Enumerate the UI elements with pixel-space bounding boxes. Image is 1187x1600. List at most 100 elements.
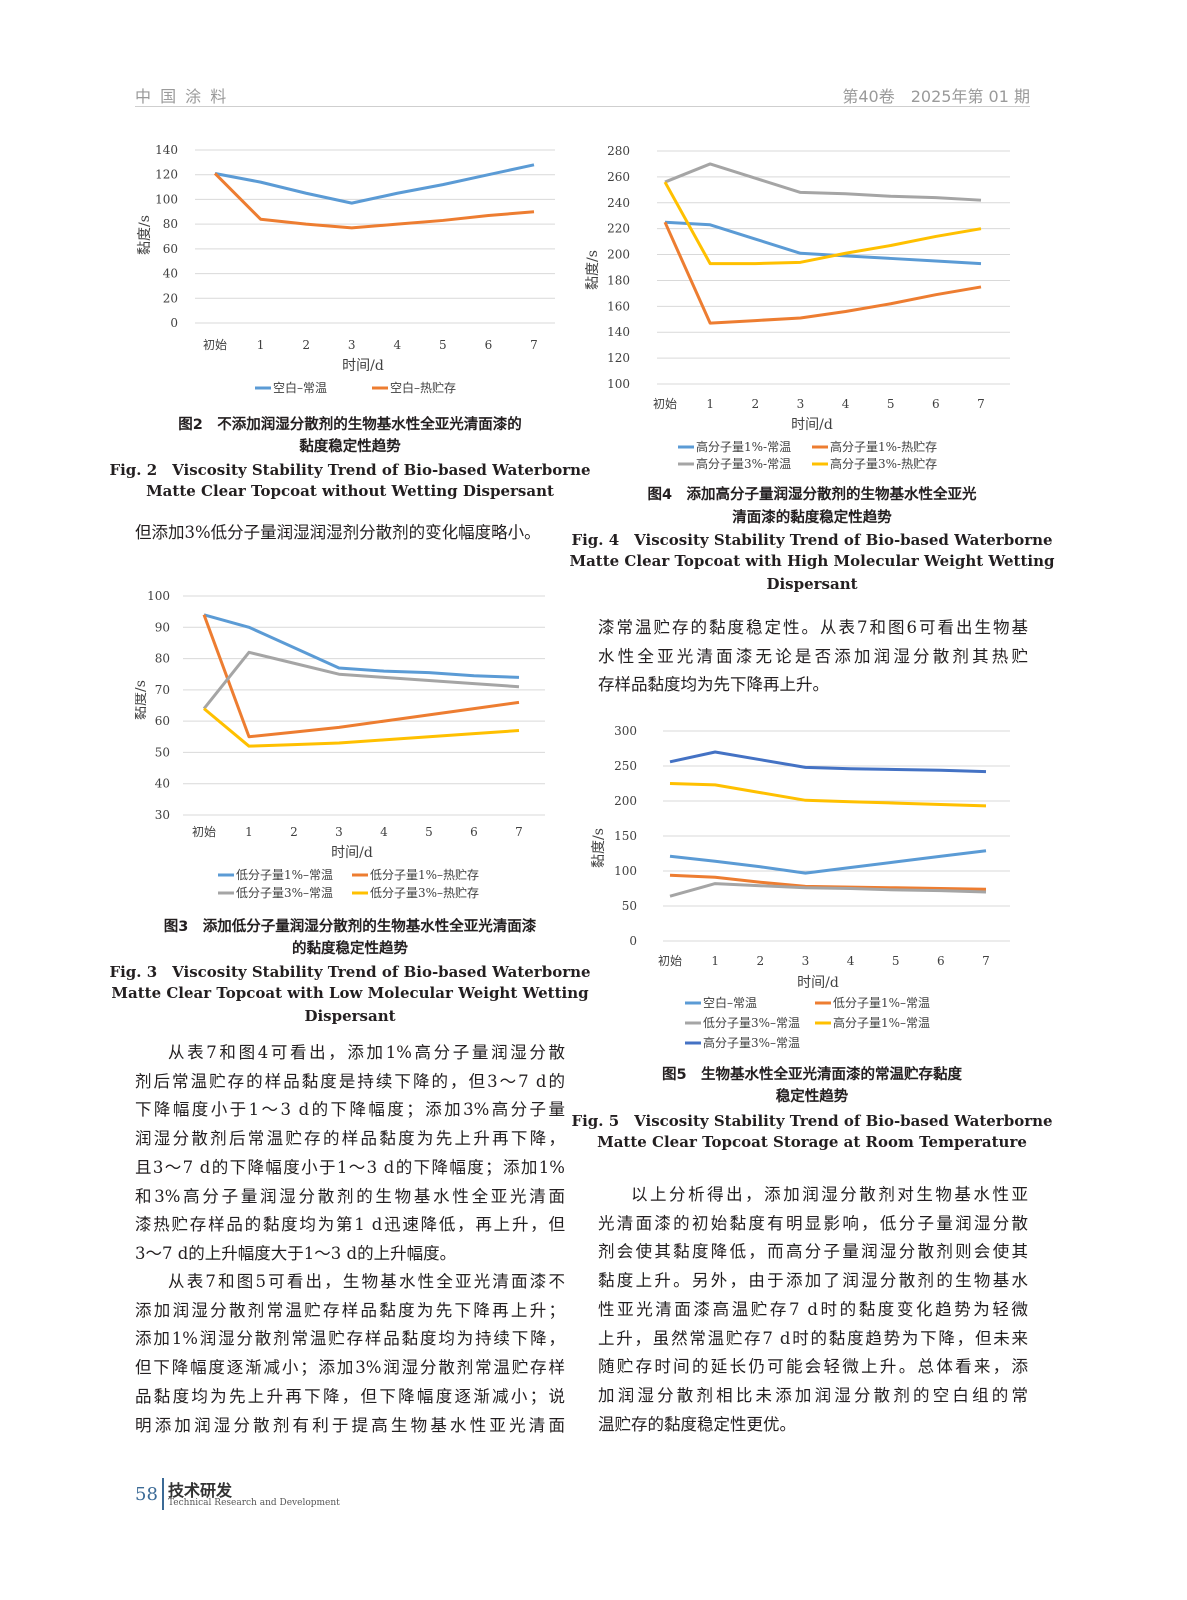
fig5-caption-line: 稳定性趋势 [775, 1089, 849, 1105]
y-tick-label: 70 [155, 683, 170, 697]
y-tick-label: 90 [155, 620, 170, 634]
y-tick-label: 200 [614, 794, 637, 808]
x-tick-label: 2 [290, 825, 298, 839]
text-line: 和3%高分子量润湿分散剂的生物基水性全亚光清面 [135, 1186, 565, 1206]
y-tick-label: 160 [607, 299, 630, 313]
legend-label: 高分子量1%–常温 [833, 1015, 930, 1030]
x-axis-label: 时间/d [342, 358, 384, 374]
text-line: 品黏度均为先上升再下降，但下降幅度逐渐减小；说 [135, 1386, 565, 1406]
x-tick-label: 5 [892, 954, 900, 968]
y-tick-label: 100 [607, 377, 630, 391]
y-tick-label: 250 [614, 759, 637, 773]
y-tick-label: 60 [163, 242, 178, 256]
y-tick-label: 0 [629, 934, 637, 948]
fig4-caption-line: Fig. 4 Viscosity Stability Trend of Bio-… [571, 531, 1053, 549]
fig3-chart: 30 40 50 60 70 80 90 100 初始 1 2 3 4 5 6 7 时间/d 黏度/s 低分子量1%… [135, 589, 545, 900]
legend-label: 高分子量3%-热贮存 [830, 456, 937, 471]
series-line [663, 181, 982, 266]
y-tick-label: 240 [607, 196, 630, 210]
x-tick-label: 4 [842, 397, 850, 411]
y-tick-label: 200 [607, 248, 630, 262]
x-tick-label: 5 [425, 825, 433, 839]
fig2-caption-line: 图2 不添加润湿分散剂的生物基水性全亚光清面漆的 [178, 417, 522, 433]
y-tick-label: 150 [614, 829, 637, 843]
x-tick-label: 1 [245, 825, 253, 839]
text-line: 光清面漆的初始黏度有明显影响，低分子量润湿分散 [598, 1213, 1028, 1233]
text-line: 添加1%润湿分散剂常温贮存样品黏度均为持续下降， [135, 1329, 565, 1349]
fig4-caption-line: 图4 添加高分子量润湿分散剂的生物基水性全亚光 [647, 487, 977, 503]
text-line: 润湿分散剂后常温贮存的样品黏度为先上升再下降， [135, 1129, 565, 1149]
y-tick-label: 140 [155, 143, 178, 157]
text-line: 明添加润湿分散剂有利于提高生物基水性亚光清面 [135, 1415, 565, 1435]
x-axis-label: 时间/d [797, 975, 839, 991]
series-line [664, 220, 982, 266]
fig4-caption-line: 清面漆的黏度稳定性趋势 [732, 510, 892, 526]
x-tick-label: 6 [470, 825, 478, 839]
fig3-caption-line: Matte Clear Topcoat with Low Molecular W… [111, 984, 589, 1002]
y-axis-label: 黏度/s [137, 215, 153, 255]
legend-label: 低分子量3%–常温 [703, 1016, 800, 1030]
legend-label: 高分子量3%-常温 [696, 456, 791, 471]
fig3-caption-line: Fig. 3 Viscosity Stability Trend of Bio-… [109, 963, 591, 981]
x-tick-label: 3 [797, 397, 805, 411]
x-tick-label: 4 [393, 338, 401, 352]
x-tick-label: 7 [530, 338, 538, 352]
fig5-caption-line: 图5 生物基水性全亚光清面漆的常温贮存黏度 [661, 1067, 963, 1083]
page-number: 58 [135, 1484, 158, 1505]
section-title-en: Technical Research and Development [168, 1498, 340, 1508]
y-tick-label: 0 [170, 316, 178, 330]
footer-divider [162, 1478, 164, 1510]
x-tick-label: 5 [439, 338, 447, 352]
fig2-caption-line: 黏度稳定性趋势 [299, 439, 401, 455]
fig4-caption-line: Dispersant [766, 575, 858, 593]
x-tick-label: 4 [847, 954, 855, 968]
legend-label: 低分子量1%–常温 [833, 996, 930, 1010]
legend-label: 高分子量3%–常温 [703, 1035, 800, 1050]
x-tick-label: 4 [380, 825, 388, 839]
text-line: 剂会使其黏度降低，而高分子量润湿分散剂则会使其 [598, 1242, 1028, 1262]
y-tick-label: 120 [155, 168, 178, 182]
y-tick-label: 280 [607, 144, 630, 158]
fig5-caption-line: Fig. 5 Viscosity Stability Trend of Bio-… [571, 1112, 1053, 1130]
x-tick-label: 1 [706, 397, 714, 411]
fig2-caption-line: Matte Clear Topcoat without Wetting Disp… [146, 482, 554, 500]
y-tick-label: 40 [163, 267, 178, 281]
fig3-caption-line: Dispersant [304, 1007, 396, 1025]
text-line: 以上分析得出，添加润湿分散剂对生物基水性亚 [631, 1185, 1028, 1204]
series-line [669, 750, 987, 774]
text-line: 存样品黏度均为先下降再上升。 [598, 675, 829, 695]
fig2-caption-line: Fig. 2 Viscosity Stability Trend of Bio-… [109, 461, 591, 479]
text-line: 但下降幅度逐渐减小；添加3%润湿分散剂常温贮存样 [135, 1358, 565, 1378]
text-line: 黏度上升。另外，由于添加了润湿分散剂的生物基水 [598, 1271, 1028, 1291]
x-tick-label: 初始 [658, 954, 682, 968]
y-tick-label: 220 [607, 222, 630, 236]
x-tick-label: 6 [932, 397, 940, 411]
fig2-chart: 0 20 40 60 80 100 120 140 初始 1 2 3 4 5 6 7 时间/d 黏度/s 空白–常温… [137, 143, 555, 395]
legend-label: 空白–常温 [273, 380, 327, 395]
y-tick-label: 100 [614, 864, 637, 878]
fig5-caption-line: Matte Clear Topcoat Storage at Room Temp… [597, 1133, 1027, 1151]
text-line: 性亚光清面漆高温贮存7 d时的黏度变化趋势为轻微 [598, 1299, 1028, 1319]
x-tick-label: 初始 [192, 825, 216, 839]
x-axis-label: 时间/d [791, 417, 833, 433]
y-tick-label: 40 [155, 777, 170, 791]
y-tick-label: 300 [614, 724, 637, 738]
x-tick-label: 初始 [653, 397, 677, 411]
y-axis-label: 黏度/s [591, 828, 607, 868]
series-line [203, 613, 520, 679]
journal-name: 中 国 涂 料 [135, 87, 229, 106]
y-tick-label: 140 [607, 325, 630, 339]
series-line [203, 707, 520, 748]
y-tick-label: 50 [622, 899, 637, 913]
y-tick-label: 260 [607, 170, 630, 184]
legend-label: 空白–热贮存 [390, 380, 456, 395]
fig4-caption-line: Matte Clear Topcoat with High Molecular … [569, 552, 1055, 570]
text-line: 且3～7 d的下降幅度小于1～3 d的下降幅度；添加1% [135, 1157, 565, 1177]
text-line: 从表7和图4可看出，添加1%高分子量润湿分散 [168, 1043, 565, 1062]
y-tick-label: 180 [607, 273, 630, 287]
text-line: 温贮存的黏度稳定性更优。 [598, 1414, 796, 1434]
x-tick-label: 6 [485, 338, 493, 352]
y-axis-label: 黏度/s [585, 250, 601, 290]
x-tick-label: 3 [335, 825, 343, 839]
legend-label: 低分子量3%–常温 [236, 886, 333, 900]
